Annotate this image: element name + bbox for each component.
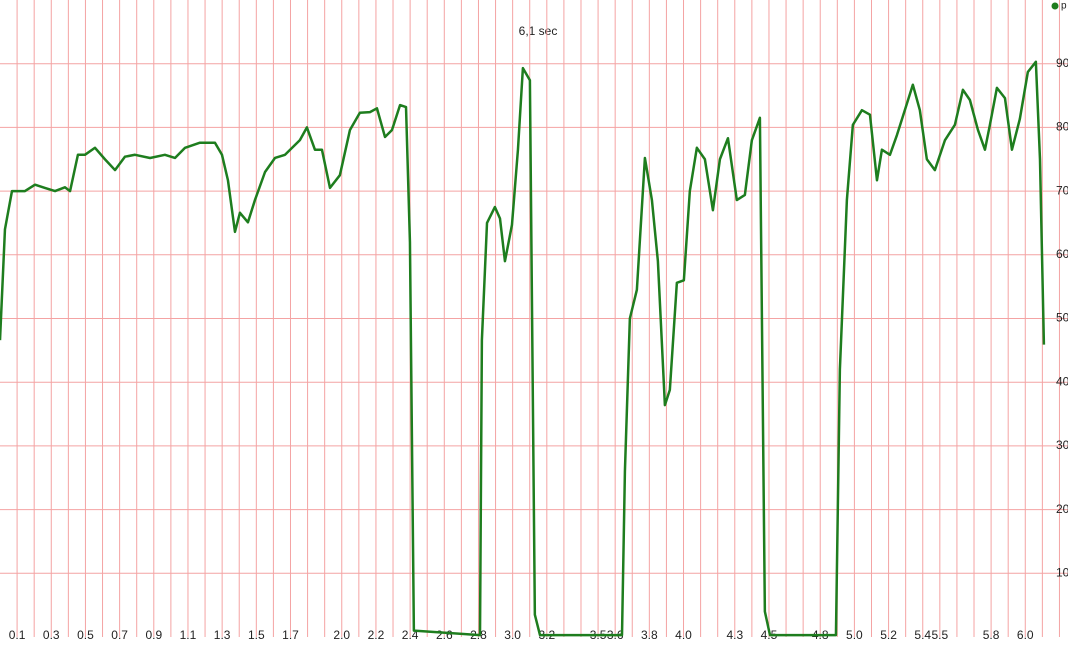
x-tick-label: 5.0 xyxy=(846,628,863,642)
chart-title: 6,1 sec xyxy=(519,24,558,38)
x-tick-label: 5.8 xyxy=(983,628,1000,642)
y-tick-label: 50 xyxy=(1056,311,1068,325)
x-tick-label: 4.0 xyxy=(675,628,692,642)
x-tick-label: 2.6 xyxy=(436,628,453,642)
x-tick-label: 0.5 xyxy=(77,628,94,642)
x-tick-label: 0.3 xyxy=(43,628,60,642)
x-tick-label: 3.8 xyxy=(641,628,658,642)
x-tick-label: 2.2 xyxy=(368,628,385,642)
y-tick-label: 60 xyxy=(1056,247,1068,261)
y-tick-label: 30 xyxy=(1056,438,1068,452)
y-tick-label: 20 xyxy=(1056,502,1068,516)
x-tick-label: 1.7 xyxy=(282,628,299,642)
x-tick-label: 5.2 xyxy=(880,628,897,642)
y-tick-label: 90 xyxy=(1056,56,1068,70)
legend-marker xyxy=(1051,2,1059,10)
x-tick-label: 1.1 xyxy=(180,628,197,642)
x-tick-label: 0.1 xyxy=(9,628,26,642)
data-line xyxy=(0,60,1046,637)
x-tick-label: 1.5 xyxy=(248,628,265,642)
x-tick-label: 2.0 xyxy=(333,628,350,642)
legend-label: p xyxy=(1061,1,1067,12)
y-tick-label: 80 xyxy=(1056,120,1068,134)
x-tick-label: 3.0 xyxy=(504,628,521,642)
x-tick-label: 6.0 xyxy=(1017,628,1034,642)
x-tick-label: 5.5 xyxy=(931,628,948,642)
x-tick-label: 5.4 xyxy=(914,628,931,642)
y-tick-label: 70 xyxy=(1056,183,1068,197)
y-tick-label: 10 xyxy=(1056,565,1068,579)
x-tick-label: 0.9 xyxy=(145,628,162,642)
x-tick-label: 1.3 xyxy=(214,628,231,642)
y-tick-label: 40 xyxy=(1056,374,1068,388)
x-tick-label: 0.7 xyxy=(111,628,128,642)
x-tick-label: 4.3 xyxy=(726,628,743,642)
